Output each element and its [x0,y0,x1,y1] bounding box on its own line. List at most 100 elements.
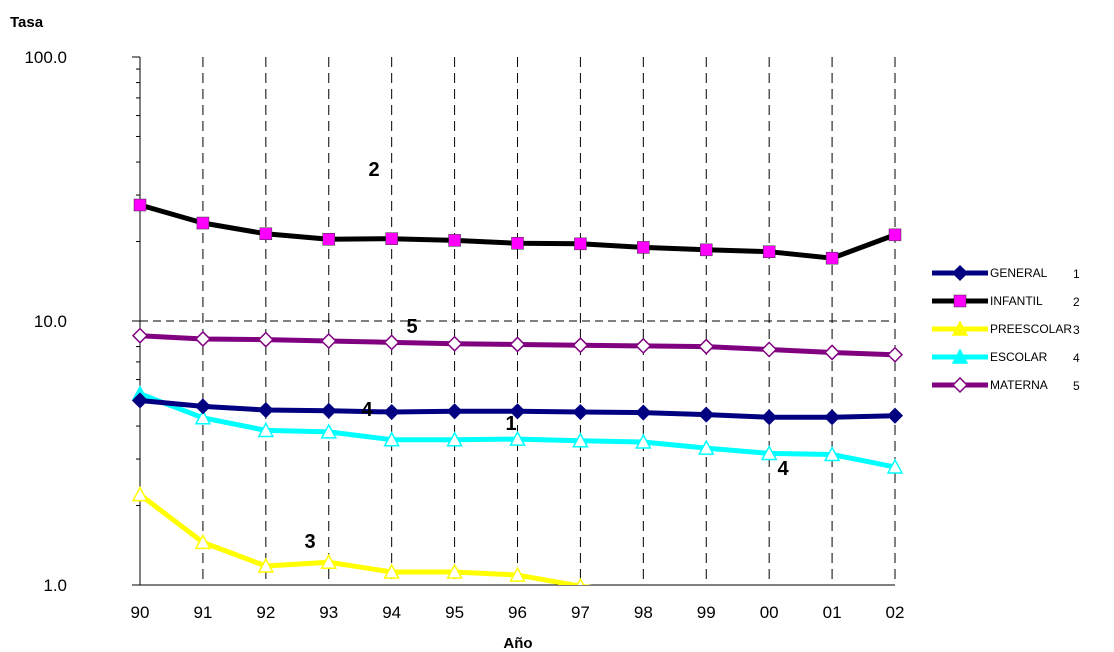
data-point [320,423,338,439]
data-point [576,577,585,585]
data-point [509,566,526,582]
legend-number: 1 [1073,267,1080,281]
data-point [320,553,338,569]
data-point [196,216,210,230]
data-point [133,198,147,212]
tick-labels: 1.0 10.0 100.0 90 91 92 93 94 95 96 97 98 99 00 01 02 [24,48,904,622]
data-point [383,563,400,579]
legend-label: GENERAL [990,266,1048,280]
data-point [823,445,841,462]
x-tick-label: 90 [131,603,150,622]
x-tick-label: 91 [193,603,212,622]
data-point [131,486,149,502]
legend-label: ESCOLAR [990,350,1048,364]
data-point [446,335,463,352]
series-escolar [131,385,904,474]
data-point [446,563,463,579]
annotation-label: 3 [304,531,315,553]
data-point [825,251,839,265]
data-point [824,409,841,426]
data-point [320,402,337,419]
data-point [886,458,904,474]
annotation-label: 4 [361,399,373,421]
data-point [761,341,778,358]
data-point [951,320,969,336]
data-point [760,444,778,461]
x-tick-label: 02 [886,603,905,622]
data-point [320,332,337,350]
data-point [635,337,652,354]
data-point [572,337,589,354]
data-point [637,241,650,254]
legend-number: 3 [1073,323,1080,337]
x-tick-label: 94 [382,603,401,622]
data-point [322,233,335,246]
data-point [383,334,400,351]
y-tick-label: 10.0 [34,312,67,331]
data-point [257,421,275,438]
data-point [383,403,400,421]
legend-entry-infantil: INFANTIL 2 [932,294,1080,309]
series-layer [131,198,904,603]
data-point [448,234,461,247]
legend-number: 4 [1073,351,1080,365]
legend-entry-materna: MATERNA 5 [932,376,1080,394]
y-tick-label: 100.0 [24,48,67,67]
legend-entry-escolar: ESCOLAR 4 [932,348,1080,365]
data-point [509,430,526,446]
data-point [697,439,715,455]
data-point [951,348,969,364]
series-infantil [133,198,902,265]
x-tick-label: 92 [256,603,275,622]
x-axis-title: Año [503,635,532,652]
data-point [574,237,587,251]
data-point [635,433,652,449]
data-point [698,406,715,423]
legend-label: INFANTIL [990,294,1043,308]
x-tick-label: 97 [571,603,590,622]
data-point [194,533,212,550]
data-point [698,338,715,355]
data-point [699,590,713,603]
x-tick-label: 93 [319,603,338,622]
data-point [635,404,652,421]
legend-label: PREESCOLAR [990,322,1072,336]
legend-number: 2 [1073,295,1080,309]
data-point [953,294,967,308]
x-tick-label: 95 [445,603,464,622]
data-point [886,346,904,363]
data-point [572,432,589,448]
data-point [886,407,904,424]
data-point [700,243,713,257]
legend-number: 5 [1073,379,1080,393]
data-point [511,237,524,250]
data-point [509,403,526,420]
data-point [446,431,463,447]
data-point [131,392,149,409]
series-general [131,392,904,426]
data-point [888,228,902,242]
legend-entry-preescolar: PREESCOLAR 3 [932,320,1080,337]
annotation-label: 2 [368,159,379,181]
data-point [643,584,644,585]
data-point [509,336,526,353]
data-point [385,232,398,245]
data-point [951,264,969,282]
data-point [257,401,274,419]
annotation-label: 1 [505,413,516,435]
x-tick-label: 96 [508,603,527,622]
x-tick-label: 99 [697,603,716,622]
annotation-label: 5 [406,316,417,338]
x-tick-label: 00 [760,603,779,622]
data-point [194,398,211,415]
data-point [383,431,400,447]
data-point [194,330,211,348]
series-line [138,492,593,585]
data-point [446,403,463,420]
series-materna [131,327,904,363]
data-point [194,409,212,425]
data-point [951,376,969,394]
data-point [131,327,149,344]
